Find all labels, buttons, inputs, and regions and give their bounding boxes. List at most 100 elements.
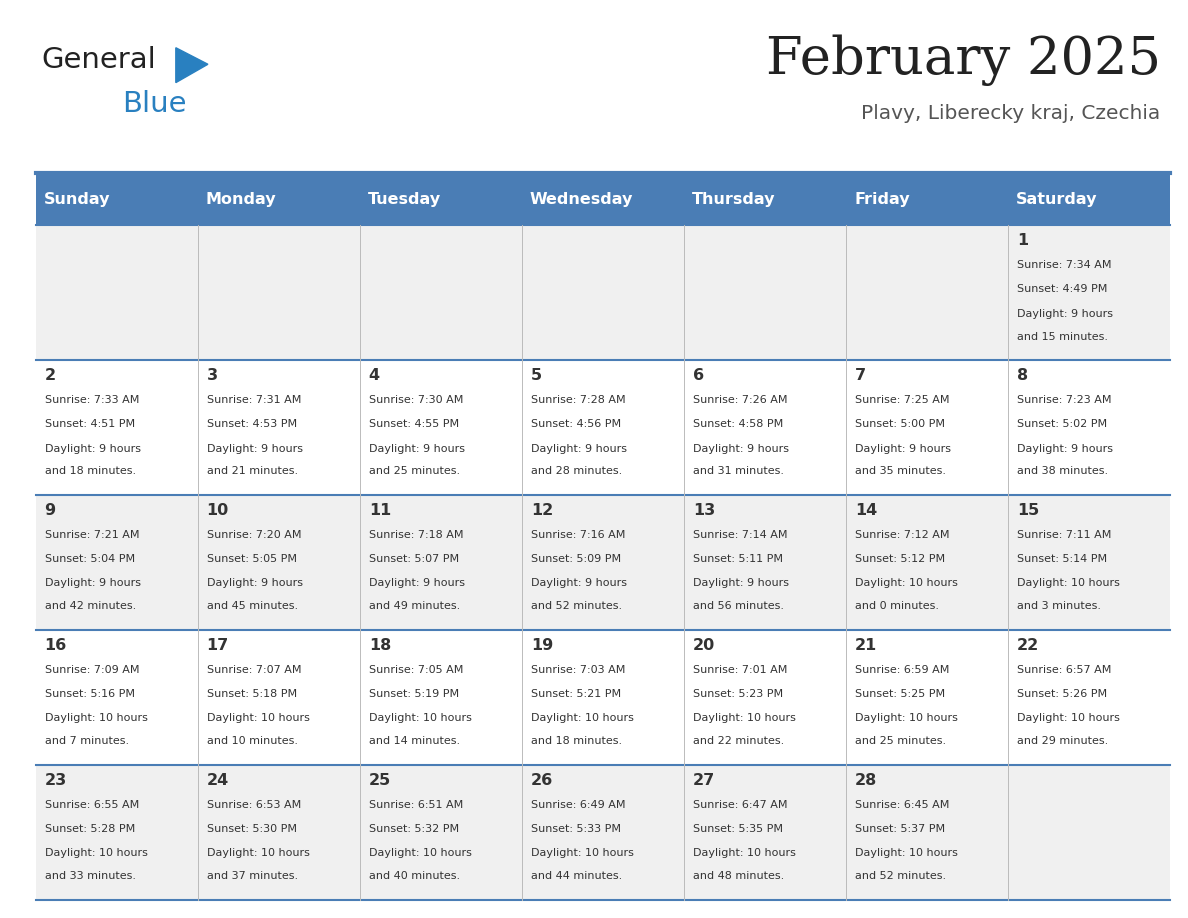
Text: 19: 19	[531, 638, 554, 653]
Text: Daylight: 10 hours: Daylight: 10 hours	[207, 713, 310, 723]
Text: Sunset: 5:00 PM: Sunset: 5:00 PM	[855, 420, 944, 430]
Text: and 7 minutes.: and 7 minutes.	[45, 736, 128, 746]
Bar	[36, 765, 197, 900]
Text: Sunday: Sunday	[44, 192, 110, 207]
Text: 28: 28	[855, 773, 877, 788]
Text: Daylight: 10 hours: Daylight: 10 hours	[207, 848, 310, 858]
Bar	[197, 630, 360, 765]
Text: 8: 8	[1017, 368, 1028, 383]
Text: and 45 minutes.: and 45 minutes.	[207, 601, 298, 611]
Bar	[360, 360, 522, 495]
Text: 6: 6	[693, 368, 704, 383]
Bar	[1009, 225, 1170, 360]
Bar	[684, 174, 846, 225]
Bar	[846, 495, 1009, 630]
Text: 13: 13	[693, 503, 715, 518]
Text: and 0 minutes.: and 0 minutes.	[855, 601, 939, 611]
Text: Sunset: 5:05 PM: Sunset: 5:05 PM	[207, 554, 297, 565]
Text: Daylight: 9 hours: Daylight: 9 hours	[855, 443, 950, 453]
Text: and 48 minutes.: and 48 minutes.	[693, 871, 784, 881]
Text: 4: 4	[368, 368, 380, 383]
Text: Daylight: 9 hours: Daylight: 9 hours	[368, 578, 465, 588]
Text: Sunrise: 6:53 AM: Sunrise: 6:53 AM	[207, 800, 301, 810]
Text: Daylight: 10 hours: Daylight: 10 hours	[531, 848, 633, 858]
Text: Sunset: 5:02 PM: Sunset: 5:02 PM	[1017, 420, 1107, 430]
Text: Sunset: 5:16 PM: Sunset: 5:16 PM	[45, 689, 134, 700]
Text: 5: 5	[531, 368, 542, 383]
Bar	[522, 765, 684, 900]
Text: Sunset: 5:19 PM: Sunset: 5:19 PM	[368, 689, 459, 700]
Bar	[1009, 495, 1170, 630]
Text: and 25 minutes.: and 25 minutes.	[368, 466, 460, 476]
Text: and 10 minutes.: and 10 minutes.	[207, 736, 298, 746]
Text: Daylight: 9 hours: Daylight: 9 hours	[368, 443, 465, 453]
Text: and 35 minutes.: and 35 minutes.	[855, 466, 946, 476]
Bar	[197, 360, 360, 495]
Text: and 38 minutes.: and 38 minutes.	[1017, 466, 1108, 476]
Bar	[1009, 174, 1170, 225]
Bar	[197, 765, 360, 900]
Text: Daylight: 9 hours: Daylight: 9 hours	[45, 578, 140, 588]
Text: Daylight: 10 hours: Daylight: 10 hours	[45, 713, 147, 723]
Text: Sunrise: 6:45 AM: Sunrise: 6:45 AM	[855, 800, 949, 810]
Text: Daylight: 9 hours: Daylight: 9 hours	[207, 443, 303, 453]
Text: 14: 14	[855, 503, 877, 518]
Text: 22: 22	[1017, 638, 1040, 653]
Text: and 44 minutes.: and 44 minutes.	[531, 871, 623, 881]
Text: 21: 21	[855, 638, 877, 653]
Text: and 33 minutes.: and 33 minutes.	[45, 871, 135, 881]
Text: Daylight: 10 hours: Daylight: 10 hours	[855, 578, 958, 588]
Text: and 14 minutes.: and 14 minutes.	[368, 736, 460, 746]
Bar	[36, 495, 197, 630]
Text: 17: 17	[207, 638, 229, 653]
Text: Sunset: 5:30 PM: Sunset: 5:30 PM	[207, 824, 297, 834]
Text: Monday: Monday	[206, 192, 277, 207]
Text: and 25 minutes.: and 25 minutes.	[855, 736, 946, 746]
Text: 18: 18	[368, 638, 391, 653]
Text: February 2025: February 2025	[765, 35, 1161, 86]
Text: Sunrise: 7:31 AM: Sunrise: 7:31 AM	[207, 395, 301, 405]
Text: Sunrise: 7:03 AM: Sunrise: 7:03 AM	[531, 665, 625, 675]
Text: 16: 16	[45, 638, 67, 653]
Text: Sunrise: 7:25 AM: Sunrise: 7:25 AM	[855, 395, 949, 405]
Text: and 52 minutes.: and 52 minutes.	[855, 871, 946, 881]
Text: Daylight: 9 hours: Daylight: 9 hours	[531, 578, 627, 588]
Text: Sunrise: 7:11 AM: Sunrise: 7:11 AM	[1017, 530, 1112, 540]
Text: Daylight: 9 hours: Daylight: 9 hours	[207, 578, 303, 588]
Text: and 18 minutes.: and 18 minutes.	[45, 466, 135, 476]
Text: Daylight: 10 hours: Daylight: 10 hours	[693, 848, 796, 858]
Text: Daylight: 9 hours: Daylight: 9 hours	[45, 443, 140, 453]
Bar	[197, 174, 360, 225]
Text: Daylight: 10 hours: Daylight: 10 hours	[368, 848, 472, 858]
Text: Sunrise: 7:14 AM: Sunrise: 7:14 AM	[693, 530, 788, 540]
Bar	[36, 630, 197, 765]
Bar	[522, 174, 684, 225]
Text: and 56 minutes.: and 56 minutes.	[693, 601, 784, 611]
Text: Sunrise: 6:51 AM: Sunrise: 6:51 AM	[368, 800, 463, 810]
Bar	[36, 174, 197, 225]
Bar	[360, 495, 522, 630]
Bar	[197, 495, 360, 630]
Text: Sunset: 4:55 PM: Sunset: 4:55 PM	[368, 420, 459, 430]
Text: Sunset: 4:51 PM: Sunset: 4:51 PM	[45, 420, 134, 430]
Bar	[360, 765, 522, 900]
Bar	[1009, 630, 1170, 765]
Text: Thursday: Thursday	[693, 192, 776, 207]
Bar	[36, 360, 197, 495]
Text: and 3 minutes.: and 3 minutes.	[1017, 601, 1101, 611]
Text: Daylight: 10 hours: Daylight: 10 hours	[1017, 578, 1120, 588]
Bar	[360, 630, 522, 765]
Text: Sunset: 5:26 PM: Sunset: 5:26 PM	[1017, 689, 1107, 700]
Text: Blue: Blue	[122, 90, 187, 118]
Text: Daylight: 10 hours: Daylight: 10 hours	[1017, 713, 1120, 723]
Text: General: General	[42, 46, 157, 74]
Bar	[684, 495, 846, 630]
Bar	[846, 360, 1009, 495]
Text: Sunset: 5:21 PM: Sunset: 5:21 PM	[531, 689, 621, 700]
Text: Sunrise: 7:30 AM: Sunrise: 7:30 AM	[368, 395, 463, 405]
Text: Daylight: 9 hours: Daylight: 9 hours	[693, 443, 789, 453]
Text: Sunset: 4:56 PM: Sunset: 4:56 PM	[531, 420, 621, 430]
Text: Sunrise: 7:26 AM: Sunrise: 7:26 AM	[693, 395, 788, 405]
Text: Sunset: 4:53 PM: Sunset: 4:53 PM	[207, 420, 297, 430]
Text: 7: 7	[855, 368, 866, 383]
